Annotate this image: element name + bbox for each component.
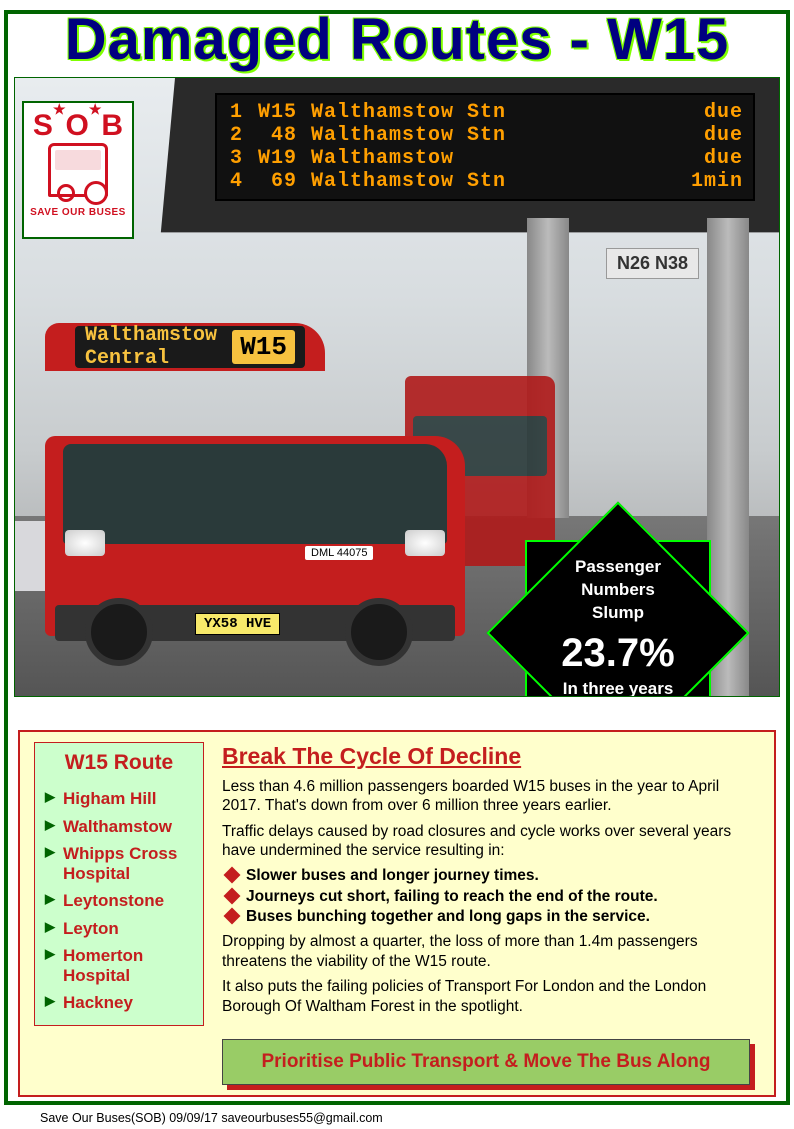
bus-fleet-id: DML 44075 <box>305 546 373 560</box>
callout-percent: 23.7% <box>493 631 743 676</box>
pid-row: 469Walthamstow Stn1min <box>221 170 749 193</box>
route-box: W15 Route Higham HillWalthamstowWhipps C… <box>34 742 204 1026</box>
article-panel: W15 Route Higham HillWalthamstowWhipps C… <box>18 730 776 1097</box>
pid-row: 3W19Walthamstowdue <box>221 147 749 170</box>
bus-destination: Walthamstow Central <box>85 324 232 370</box>
callout-line1: Passenger <box>493 556 743 579</box>
callout-line3: Slump <box>493 602 743 625</box>
pid-row: 1W15Walthamstow Stndue <box>221 101 749 124</box>
article-p1: Less than 4.6 million passengers boarded… <box>222 777 760 816</box>
bus-route-number: W15 <box>232 330 295 364</box>
route-stop: Leyton <box>45 915 193 943</box>
article-bullet: Buses bunching together and long gaps in… <box>226 907 760 926</box>
star-icon: ★ <box>89 101 102 135</box>
article-p4: It also puts the failing policies of Tra… <box>222 977 760 1016</box>
route-stop: Higham Hill <box>45 785 193 813</box>
callout-line4: In three years <box>493 678 743 697</box>
bus-illustration: Walthamstow Central W15 DML 44075 YX58 H… <box>45 371 465 671</box>
bus-plate: YX58 HVE <box>195 613 280 635</box>
route-stops-list: Higham HillWalthamstowWhipps Cross Hospi… <box>45 785 193 1017</box>
article-bullet: Slower buses and longer journey times. <box>226 866 760 885</box>
article-heading: Break The Cycle Of Decline <box>222 742 760 771</box>
route-stop: Homerton Hospital <box>45 942 193 989</box>
route-stop: Whipps Cross Hospital <box>45 840 193 887</box>
callout-line2: Numbers <box>493 579 743 602</box>
article-bullets: Slower buses and longer journey times. Jo… <box>226 866 760 926</box>
sob-logo: S★O★B SAVE OUR BUSES <box>22 101 134 239</box>
bus-icon <box>48 143 108 197</box>
route-box-title: W15 Route <box>45 751 193 775</box>
article-content: Break The Cycle Of Decline Less than 4.6… <box>222 742 760 1085</box>
article-bullet: Journeys cut short, failing to reach the… <box>226 887 760 906</box>
pid-row: 248Walthamstow Stndue <box>221 124 749 147</box>
star-icon: ★ <box>53 101 66 135</box>
article-p2: Traffic delays caused by road closures a… <box>222 822 760 861</box>
logo-tagline: SAVE OUR BUSES <box>30 207 126 218</box>
article-p3: Dropping by almost a quarter, the loss o… <box>222 932 760 971</box>
departure-board: 1W15Walthamstow Stndue248Walthamstow Stn… <box>215 93 755 201</box>
route-stop: Leytonstone <box>45 887 193 915</box>
route-stop: Hackney <box>45 989 193 1017</box>
route-stop: Walthamstow <box>45 813 193 841</box>
cta-box: Prioritise Public Transport & Move The B… <box>222 1039 750 1085</box>
stat-callout: Passenger Numbers Slump 23.7% In three y… <box>493 508 743 697</box>
night-route-sign: N26 N38 <box>606 248 699 279</box>
